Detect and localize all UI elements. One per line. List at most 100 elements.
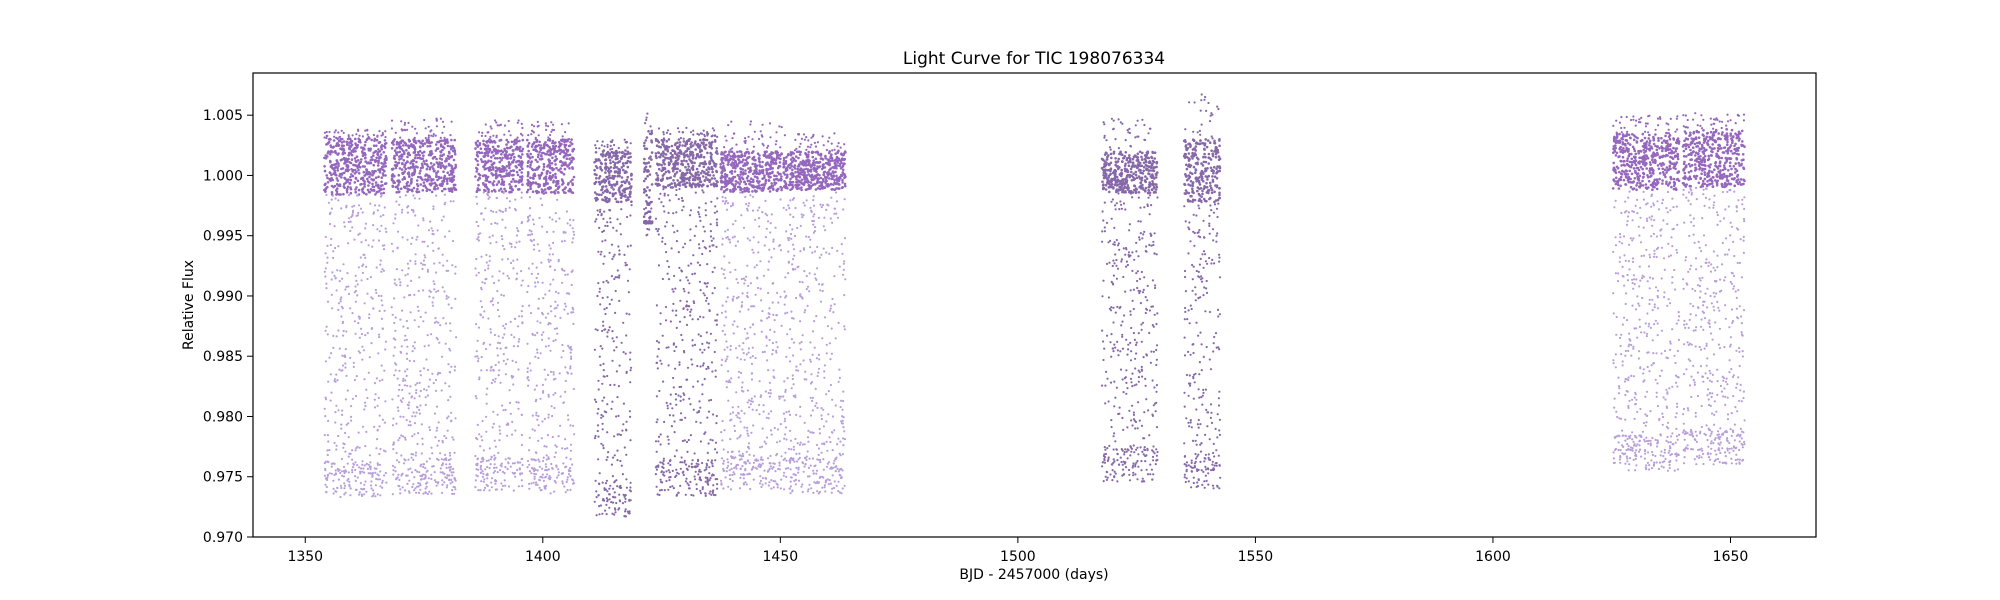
data-point bbox=[333, 462, 336, 465]
data-point bbox=[657, 182, 660, 186]
data-point bbox=[341, 321, 344, 325]
data-point bbox=[440, 464, 444, 467]
data-point bbox=[324, 483, 327, 486]
data-point bbox=[403, 384, 406, 387]
data-point bbox=[480, 305, 484, 309]
data-point bbox=[340, 141, 344, 144]
data-point bbox=[624, 510, 627, 513]
data-point bbox=[337, 434, 340, 438]
data-point bbox=[699, 315, 702, 318]
data-point bbox=[367, 244, 370, 247]
data-point bbox=[606, 374, 609, 378]
data-point bbox=[621, 429, 624, 432]
data-point bbox=[692, 300, 695, 303]
data-point bbox=[604, 158, 608, 161]
data-point bbox=[563, 138, 567, 142]
data-point bbox=[680, 177, 684, 181]
data-point bbox=[413, 347, 416, 350]
data-point bbox=[689, 403, 692, 406]
data-point bbox=[712, 489, 715, 492]
data-point bbox=[548, 289, 551, 292]
data-point bbox=[613, 143, 616, 147]
data-point bbox=[702, 316, 705, 319]
data-point bbox=[348, 161, 351, 164]
data-point bbox=[490, 381, 493, 385]
data-point bbox=[355, 133, 358, 136]
data-point bbox=[566, 222, 569, 225]
data-point bbox=[356, 476, 359, 479]
data-point bbox=[327, 380, 330, 383]
data-point bbox=[557, 471, 561, 474]
data-point bbox=[433, 321, 436, 324]
data-point bbox=[479, 460, 483, 463]
data-point bbox=[412, 411, 415, 414]
data-point bbox=[508, 166, 511, 170]
data-point bbox=[492, 210, 495, 213]
data-point bbox=[371, 472, 375, 475]
data-point bbox=[496, 290, 499, 293]
data-point bbox=[619, 196, 623, 199]
data-point bbox=[423, 142, 427, 145]
data-point bbox=[659, 178, 663, 182]
data-point bbox=[549, 247, 552, 250]
data-point bbox=[645, 234, 648, 237]
data-point bbox=[435, 161, 439, 164]
data-point bbox=[374, 184, 378, 187]
data-point bbox=[619, 222, 622, 225]
data-point bbox=[701, 252, 704, 256]
data-point bbox=[687, 165, 690, 168]
data-point bbox=[444, 201, 447, 204]
data-point bbox=[510, 180, 513, 183]
data-point bbox=[704, 176, 708, 179]
data-point bbox=[599, 208, 602, 211]
data-point bbox=[650, 151, 654, 154]
data-point bbox=[680, 333, 683, 337]
data-point bbox=[569, 218, 572, 221]
data-point bbox=[702, 362, 705, 365]
data-point bbox=[710, 200, 713, 203]
data-point bbox=[493, 458, 496, 461]
data-point bbox=[449, 329, 452, 332]
data-point bbox=[383, 474, 386, 477]
data-point bbox=[419, 463, 423, 466]
data-point bbox=[684, 463, 688, 466]
data-point bbox=[417, 153, 420, 156]
data-point bbox=[323, 131, 326, 134]
data-point bbox=[608, 159, 612, 162]
data-point bbox=[363, 182, 366, 186]
data-point bbox=[542, 456, 545, 459]
data-point bbox=[670, 425, 674, 428]
data-point bbox=[541, 338, 544, 341]
data-point bbox=[375, 447, 378, 450]
data-point bbox=[379, 263, 382, 266]
data-point bbox=[493, 439, 496, 442]
data-point bbox=[337, 245, 340, 248]
data-point bbox=[342, 192, 345, 196]
data-point bbox=[448, 474, 451, 477]
data-point bbox=[527, 284, 530, 288]
data-point bbox=[401, 397, 405, 400]
data-point bbox=[611, 475, 615, 478]
data-point bbox=[545, 458, 548, 461]
data-point bbox=[711, 292, 714, 295]
data-point bbox=[476, 151, 479, 154]
data-point bbox=[683, 461, 686, 464]
data-point bbox=[672, 343, 675, 346]
data-point bbox=[532, 125, 536, 128]
data-point bbox=[685, 126, 688, 129]
data-point bbox=[504, 209, 507, 212]
data-point bbox=[555, 180, 558, 183]
data-point bbox=[664, 305, 668, 309]
data-point bbox=[742, 158, 745, 161]
data-point bbox=[339, 158, 343, 162]
data-point bbox=[493, 188, 496, 192]
data-point bbox=[530, 482, 533, 485]
data-point bbox=[554, 481, 557, 484]
data-point bbox=[558, 152, 562, 155]
data-point bbox=[704, 214, 708, 217]
data-point bbox=[549, 147, 552, 151]
data-point bbox=[626, 165, 630, 169]
data-point bbox=[372, 163, 376, 167]
data-point bbox=[609, 217, 612, 220]
data-point bbox=[598, 472, 601, 475]
